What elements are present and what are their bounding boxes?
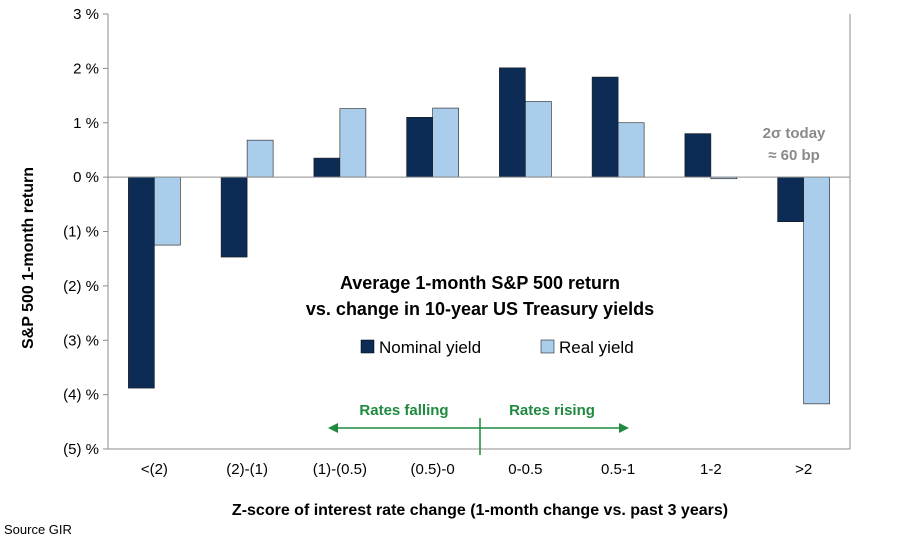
axes-layer [107,14,851,450]
y-tick-labels: 3 % 2 % 1 % 0 % (1) % (2) % (3) % (4) % (5) % [63,6,108,458]
bar-nominal-7 [684,133,712,178]
bar-real-4 [432,107,459,178]
source-note: Source GIR [4,522,72,537]
y-tick-label: (4) % [63,387,99,404]
bar-nominal-4 [406,117,433,178]
callout-line-2: ≈ 60 bp [768,147,820,164]
rates-annotation: Rates falling Rates rising [328,402,629,455]
bar-nominal-3 [313,157,341,178]
bar-real-1 [154,176,181,246]
y-axis-title: S&P 500 1-month return [20,167,37,349]
x-tick-label: <(2) [141,461,168,478]
bar-nominal-8 [777,176,804,223]
bars-layer [128,67,830,405]
arrow-left-icon [328,423,338,433]
y-tick-label: 0 % [73,169,99,186]
legend-swatch-real [540,339,555,354]
y-tick-label: 3 % [73,6,99,23]
callout-line-1: 2σ today [763,125,826,142]
x-tick-label: (2)-(1) [226,461,268,478]
chart-title-line-1: Average 1-month S&P 500 return [340,273,620,293]
legend-label-nominal: Nominal yield [379,338,481,357]
arrow-right-icon [619,423,629,433]
x-tick-label: (0.5)-0 [411,461,455,478]
legend: Nominal yield Real yield [360,338,634,357]
y-tick-label: (3) % [63,332,99,349]
rates-rising-label: Rates rising [509,402,595,419]
bar-real-6 [617,122,645,178]
bar-nominal-2 [220,176,248,258]
x-tick-label: (1)-(0.5) [313,461,367,478]
x-tick-labels: <(2) (2)-(1) (1)-(0.5) (0.5)-0 0-0.5 0.5-1 1-2… [141,461,812,478]
y-tick-label: (5) % [63,441,99,458]
x-tick-label: 1-2 [700,461,722,478]
x-tick-label: >2 [795,461,812,478]
x-axis-title: Z-score of interest rate change (1-month… [232,502,728,519]
bar-real-5 [525,101,552,178]
x-tick-label: 0-0.5 [508,461,542,478]
bar-nominal-6 [591,76,619,178]
bar-real-8 [803,176,830,405]
chart-title-line-2: vs. change in 10-year US Treasury yields [306,299,654,319]
x-tick-label: 0.5-1 [601,461,635,478]
y-tick-label: (2) % [63,278,99,295]
legend-label-real: Real yield [559,338,634,357]
bar-nominal-5 [499,67,526,178]
bar-real-3 [339,108,367,178]
legend-swatch-nominal [360,339,375,354]
bar-real-2 [246,139,274,178]
rates-falling-label: Rates falling [359,402,448,419]
y-tick-label: (1) % [63,224,99,241]
bar-nominal-1 [128,176,155,389]
y-tick-label: 2 % [73,60,99,77]
y-tick-label: 1 % [73,115,99,132]
